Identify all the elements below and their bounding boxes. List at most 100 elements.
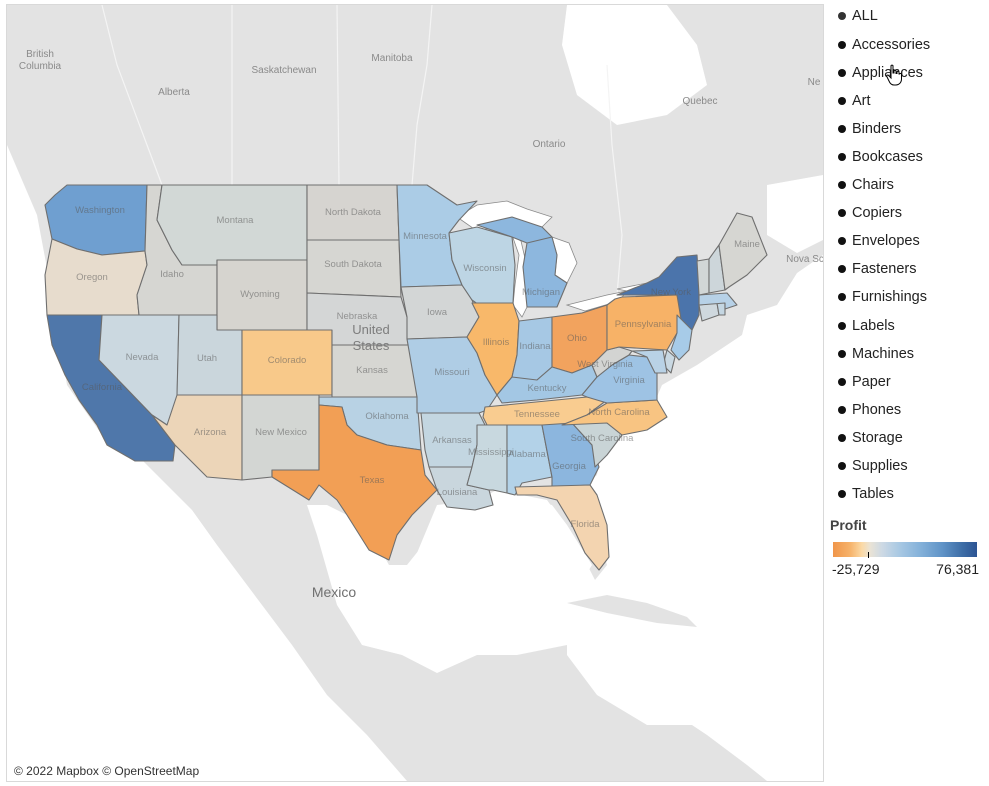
filter-item-storage[interactable]: Storage <box>838 426 903 450</box>
state-maine[interactable] <box>718 212 768 291</box>
state-label-florida: Florida <box>570 519 600 530</box>
filter-item-envelopes[interactable]: Envelopes <box>838 229 920 253</box>
filter-item-supplies[interactable]: Supplies <box>838 454 908 478</box>
filter-bullet-icon <box>838 265 846 273</box>
state-label-montana: Montana <box>217 215 255 226</box>
filter-bullet-icon <box>838 153 846 161</box>
filter-item-copiers[interactable]: Copiers <box>838 201 902 225</box>
state-label-illinois: Illinois <box>483 337 510 348</box>
filter-bullet-icon <box>838 97 846 105</box>
filter-item-labels[interactable]: Labels <box>838 314 895 338</box>
state-label-oregon: Oregon <box>76 272 108 283</box>
province-border-bc-alberta <box>101 5 163 186</box>
filter-item-label: Tables <box>852 486 894 502</box>
map-label-manitoba: Manitoba <box>371 53 413 64</box>
filter-bullet-icon <box>838 69 846 77</box>
state-label-california: California <box>82 382 123 393</box>
state-label-idaho: Idaho <box>160 269 184 280</box>
cuba <box>567 595 697 627</box>
filter-bullet-icon <box>838 462 846 470</box>
state-new-jersey[interactable] <box>670 314 693 361</box>
map-attribution[interactable]: © 2022 Mapbox © OpenStreetMap <box>12 764 202 778</box>
state-label-kentucky: Kentucky <box>527 383 566 394</box>
filter-item-all[interactable]: ALL <box>838 4 878 28</box>
state-label-colorado: Colorado <box>268 355 307 366</box>
filter-bullet-icon <box>838 406 846 414</box>
filter-item-bookcases[interactable]: Bookcases <box>838 145 923 169</box>
pacific-ocean <box>7 145 407 781</box>
state-label-alabama: Alabama <box>508 449 546 460</box>
state-label-utah: Utah <box>197 353 217 364</box>
filter-item-label: Furnishings <box>852 289 927 305</box>
state-label-south-dakota: South Dakota <box>324 259 382 270</box>
filter-item-appliances[interactable]: Appliances <box>838 61 923 85</box>
atlantic-ocean <box>617 255 823 781</box>
state-label-new-york: New York <box>651 287 691 298</box>
state-label-north-dakota: North Dakota <box>325 207 382 218</box>
filter-bullet-icon <box>838 293 846 301</box>
filter-bullet-icon <box>838 434 846 442</box>
province-border-manitoba-ontario <box>411 5 433 186</box>
filter-item-label: Copiers <box>852 205 902 221</box>
profit-color-ramp <box>833 542 977 557</box>
state-florida[interactable] <box>514 484 610 571</box>
map-label-new-brunswick: Ne <box>808 77 821 88</box>
filter-bullet-icon <box>838 209 846 217</box>
state-label-michigan: Michigan <box>522 287 560 298</box>
filter-item-label: Appliances <box>852 65 923 81</box>
filter-item-art[interactable]: Art <box>838 89 871 113</box>
filter-item-label: Machines <box>852 346 915 362</box>
filter-bullet-icon <box>838 125 846 133</box>
filter-item-fasteners[interactable]: Fasteners <box>838 257 916 281</box>
filter-bullet-icon <box>838 181 846 189</box>
filter-item-label: Paper <box>852 374 891 390</box>
filter-bullet-icon <box>838 12 846 20</box>
state-vermont[interactable] <box>696 258 710 296</box>
state-label-wisconsin: Wisconsin <box>463 263 506 274</box>
filter-item-furnishings[interactable]: Furnishings <box>838 285 927 309</box>
state-label-minnesota: Minnesota <box>403 231 448 242</box>
filter-item-tables[interactable]: Tables <box>838 482 894 506</box>
filter-item-label: ALL <box>852 8 878 24</box>
state-north-carolina[interactable] <box>561 399 668 436</box>
filter-item-label: Fasteners <box>852 261 917 277</box>
filter-item-label: Envelopes <box>852 233 920 249</box>
map-label-alberta: Alberta <box>158 87 190 98</box>
state-label-new-mexico: New Mexico <box>255 427 307 438</box>
filter-item-label: Bookcases <box>852 149 923 165</box>
map-view[interactable]: British Columbia Alberta Saskatchewan Ma… <box>6 4 824 782</box>
filter-bullet-icon <box>838 490 846 498</box>
lake-erie <box>565 290 628 312</box>
state-label-north-carolina: North Carolina <box>588 407 650 418</box>
profit-max-value: 76,381 <box>936 561 979 577</box>
filter-bullet-icon <box>838 350 846 358</box>
filter-item-machines[interactable]: Machines <box>838 342 914 366</box>
state-label-oklahoma: Oklahoma <box>365 411 409 422</box>
state-maryland[interactable] <box>631 349 668 374</box>
state-rhode-island[interactable] <box>716 302 726 316</box>
filter-item-binders[interactable]: Binders <box>838 117 901 141</box>
filter-item-label: Storage <box>852 430 903 446</box>
state-label-west-virginia: West Virginia <box>577 359 633 370</box>
state-label-ohio: Ohio <box>567 333 587 344</box>
filter-item-label: Chairs <box>852 177 894 193</box>
state-label-nevada: Nevada <box>126 352 159 363</box>
state-label-arizona: Arizona <box>194 427 227 438</box>
state-label-louisiana: Louisiana <box>437 487 478 498</box>
us-states[interactable] <box>44 184 768 571</box>
caribbean-sea <box>567 605 747 725</box>
filter-item-paper[interactable]: Paper <box>838 370 891 394</box>
state-michigan[interactable] <box>476 216 568 308</box>
filter-item-phones[interactable]: Phones <box>838 398 901 422</box>
filter-item-chairs[interactable]: Chairs <box>838 173 894 197</box>
map-label-united-states-line2: States <box>353 338 390 353</box>
profit-legend-title: Profit <box>830 517 867 533</box>
state-labels: Washington Oregon California Nevada Idah… <box>75 205 760 530</box>
choropleth-map[interactable]: British Columbia Alberta Saskatchewan Ma… <box>7 5 823 781</box>
state-texas[interactable] <box>271 404 438 561</box>
filter-item-accessories[interactable]: Accessories <box>838 33 930 57</box>
state-massachusetts[interactable] <box>698 292 738 310</box>
filter-bullet-icon <box>838 322 846 330</box>
state-label-wyoming: Wyoming <box>240 289 280 300</box>
filter-item-label: Art <box>852 93 871 109</box>
